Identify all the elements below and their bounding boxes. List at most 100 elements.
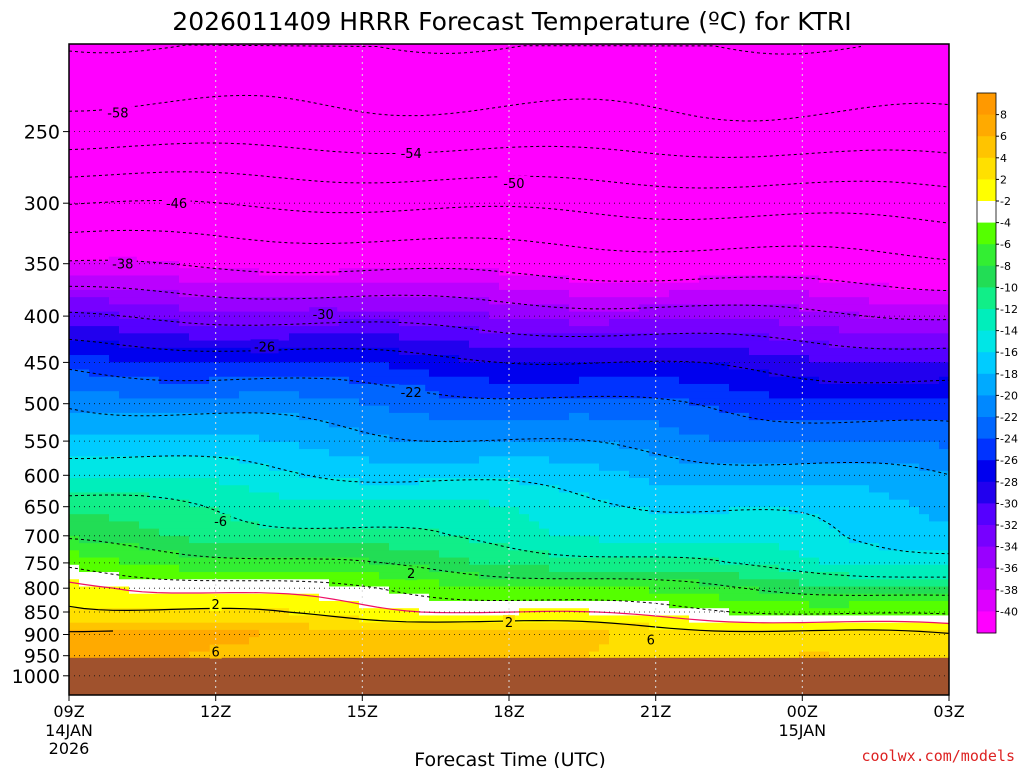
field-cell: [559, 441, 570, 450]
field-cell: [269, 622, 280, 631]
field-cell: [469, 282, 480, 291]
field-cell: [389, 572, 400, 580]
field-cell: [509, 65, 520, 74]
field-cell: [289, 586, 300, 595]
field-cell: [429, 340, 440, 349]
field-cell: [129, 87, 140, 96]
field-cell: [369, 58, 380, 67]
field-cell: [189, 449, 200, 457]
field-cell: [299, 420, 310, 428]
field-cell: [409, 412, 420, 421]
field-cell: [369, 383, 380, 392]
field-cell: [569, 644, 580, 653]
field-cell: [219, 347, 230, 356]
field-cell: [429, 210, 440, 219]
field-cell: [169, 376, 180, 385]
field-cell: [199, 347, 210, 356]
field-cell: [229, 65, 240, 74]
field-cell: [69, 72, 80, 81]
field-cell: [319, 564, 330, 573]
field-cell: [609, 333, 620, 342]
field-cell: [439, 340, 450, 349]
field-cell: [519, 355, 530, 363]
field-cell: [149, 94, 160, 103]
field-cell: [169, 528, 180, 537]
field-cell: [419, 138, 430, 146]
field-cell: [79, 340, 90, 349]
field-cell: [289, 543, 300, 551]
field-cell: [99, 412, 110, 421]
field-cell: [299, 383, 310, 392]
field-cell: [219, 383, 230, 392]
field-cell: [589, 239, 600, 248]
field-cell: [619, 246, 630, 255]
field-cell: [99, 427, 110, 436]
field-cell: [379, 449, 390, 457]
field-cell: [249, 521, 260, 530]
field-cell: [129, 615, 140, 624]
field-cell: [359, 246, 370, 255]
field-cell: [539, 492, 550, 501]
field-cell: [69, 427, 80, 436]
field-cell: [309, 80, 320, 88]
field-cell: [329, 492, 340, 501]
field-cell: [579, 326, 590, 334]
field-cell: [259, 412, 270, 421]
field-cell: [339, 586, 350, 595]
field-cell: [399, 514, 410, 522]
field-cell: [119, 246, 130, 255]
field-cell: [279, 333, 290, 342]
field-cell: [249, 369, 260, 378]
field-cell: [509, 72, 520, 81]
field-cell: [519, 456, 530, 465]
field-cell: [449, 347, 460, 356]
field-cell: [249, 311, 260, 320]
field-cell: [119, 564, 130, 573]
field-cell: [169, 188, 180, 197]
field-cell: [289, 80, 300, 88]
field-cell: [289, 297, 300, 305]
field-cell: [329, 145, 340, 154]
field-cell: [289, 398, 300, 407]
field-cell: [239, 564, 250, 573]
field-cell: [219, 434, 230, 443]
field-cell: [569, 116, 580, 125]
field-cell: [149, 268, 160, 277]
field-cell: [299, 58, 310, 67]
field-cell: [109, 449, 120, 457]
field-cell: [419, 318, 430, 327]
field-cell: [129, 485, 140, 494]
field-cell: [209, 289, 220, 298]
field-cell: [159, 629, 170, 638]
field-cell: [89, 593, 100, 602]
field-cell: [589, 51, 600, 60]
field-cell: [209, 94, 220, 103]
field-cell: [179, 210, 190, 219]
field-cell: [119, 116, 130, 125]
field-cell: [519, 376, 530, 385]
field-cell: [99, 44, 110, 52]
field-cell: [269, 224, 280, 233]
field-cell: [429, 514, 440, 522]
field-cell: [349, 58, 360, 67]
field-cell: [419, 376, 430, 385]
field-cell: [469, 80, 480, 88]
field-cell: [149, 499, 160, 508]
field-cell: [389, 449, 400, 457]
field-cell: [609, 261, 620, 269]
field-cell: [259, 615, 270, 624]
field-cell: [449, 485, 460, 494]
field-cell: [529, 383, 540, 392]
field-cell: [179, 65, 190, 74]
field-cell: [219, 217, 230, 226]
field-cell: [109, 188, 120, 197]
field-cell: [539, 405, 550, 414]
field-cell: [439, 506, 450, 515]
field-cell: [389, 369, 400, 378]
field-cell: [99, 470, 110, 479]
field-cell: [189, 268, 200, 277]
field-cell: [569, 514, 580, 522]
field-cell: [309, 463, 320, 472]
field-cell: [389, 550, 400, 559]
field-cell: [129, 557, 140, 566]
